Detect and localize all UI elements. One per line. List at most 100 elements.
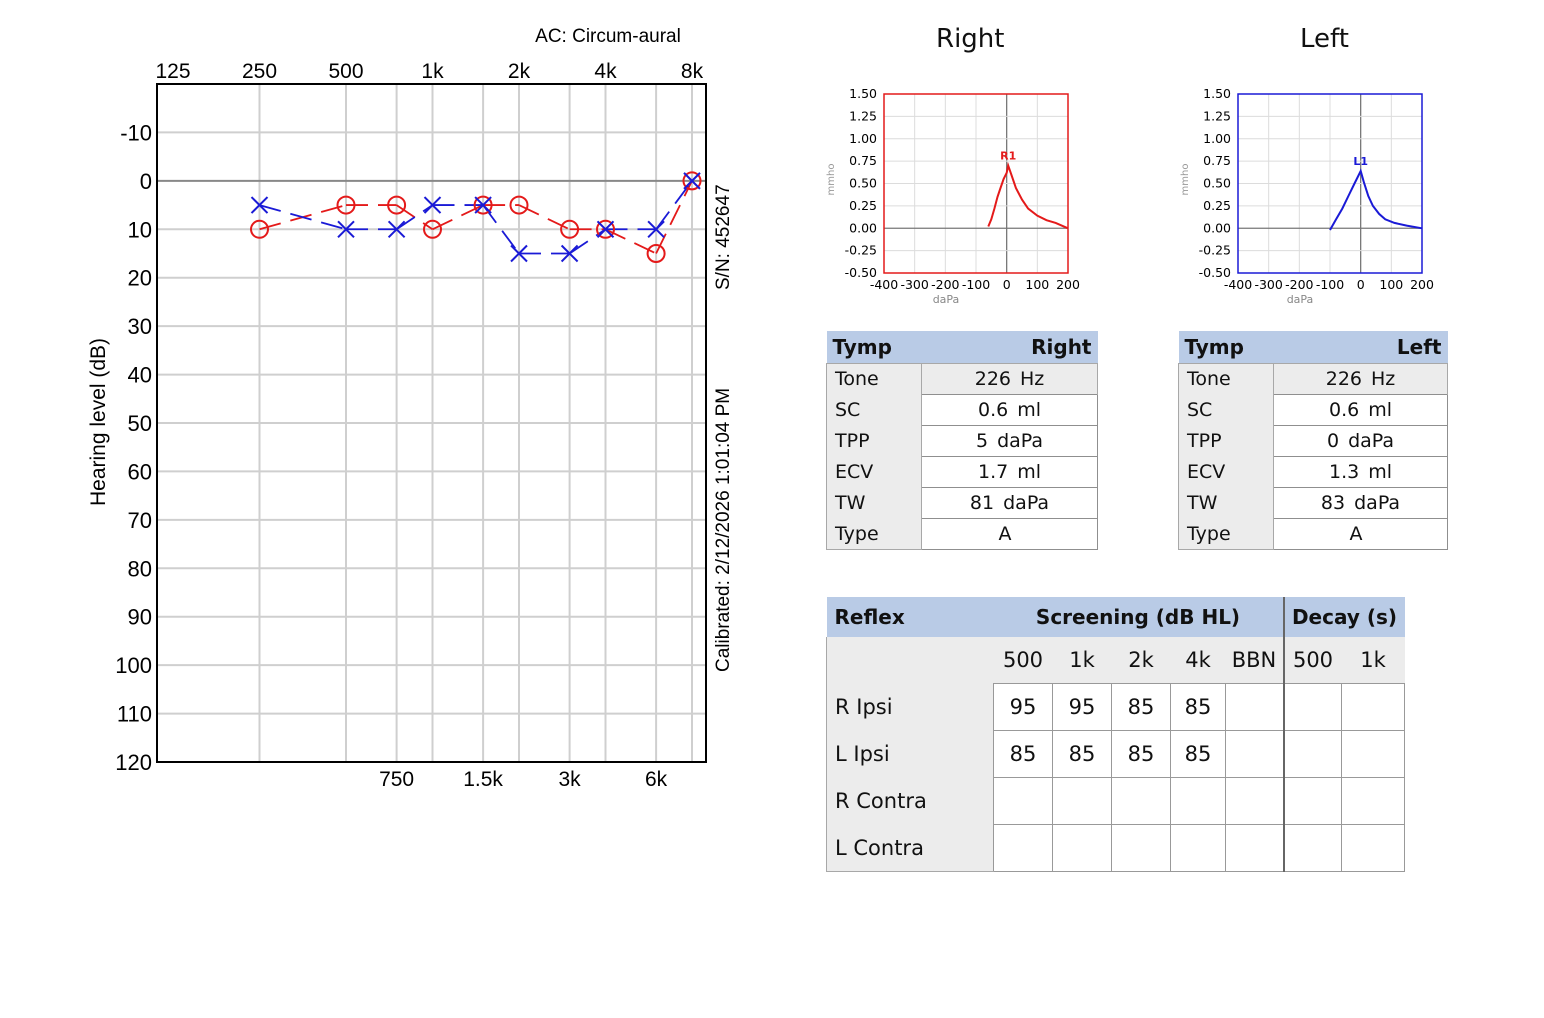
reflex-cell [1341,824,1405,872]
tymp-row-label: TPP [1178,425,1274,457]
reflex-cell [1283,824,1342,872]
tymp-x-tick-label: 200 [1410,277,1434,292]
reflex-row: R Ipsi 95 95 85 85 [826,683,1405,731]
tymp-y-tick-label: 0.25 [849,198,877,213]
tymp-row-label: TW [1178,487,1274,519]
tymp-value: 0 [1326,430,1340,452]
tymp-x-tick-label: 200 [1056,277,1080,292]
reflex-cell [1111,777,1171,825]
tymp-value: 83 [1320,492,1346,514]
decay-header: Decay (s) [1283,597,1405,637]
tymp-header: Tymp [1178,331,1274,364]
reflex-cell [1341,683,1405,731]
tymp-x-tick-label: 0 [1357,277,1365,292]
tymp-y-axis-label: mmho [826,164,837,196]
x-tick-label-bottom: 1.5k [463,768,503,791]
tymp-row-type: Type A [1178,518,1448,550]
tymp-unit: daPa [1348,430,1395,452]
tymp-row-label: Tone [1178,363,1274,395]
reflex-column-header-row: 500 1k 2k 4k BBN 500 1k [826,637,1405,684]
tymp-x-tick-label: 100 [1379,277,1403,292]
reflex-cell [1341,730,1405,778]
y-tick-label: 120 [115,750,152,775]
y-tick-label: -10 [120,120,152,145]
tymp-y-tick-label: 1.50 [849,86,877,101]
tymp-row-value: 226 Hz [921,363,1098,395]
marker-left-cross [423,196,442,214]
tymp-x-tick-label: -300 [1254,277,1282,292]
series-line-left [569,228,607,255]
tymp-frame [1237,93,1423,274]
x-tick-label-bottom: 3k [559,768,582,791]
y-tick-label: 40 [128,363,152,388]
reflex-cell [1170,777,1226,825]
tymp-x-tick-label: -400 [870,277,898,292]
tymp-row-tone: Tone 226 Hz [826,363,1098,395]
tymp-right-table: Tymp Right Tone 226 Hz SC 0.6 ml TPP 5 daPa ECV 1.… [826,331,1098,550]
x-tick-label-top: 500 [328,60,363,83]
tymp-y-tick-label: 1.50 [1203,86,1231,101]
tymp-row-label: TW [826,487,922,519]
marker-right-circle [560,219,580,239]
tymp-unit: daPa [1354,492,1401,514]
marker-right-circle [336,195,356,215]
tymp-side: Right [921,331,1098,364]
reflex-cell [993,824,1053,872]
tymp-y-tick-label: 0.75 [849,153,877,168]
tymp-left-title: Left [1300,24,1349,54]
tymp-y-tick-label: 1.00 [849,131,877,146]
tymp-curve [987,161,1069,230]
reflex-cell [1052,824,1112,872]
tymp-row-tpp: TPP 0 daPa [1178,425,1448,457]
tymp-row-label: SC [1178,394,1274,426]
audiogram-grid [157,84,706,763]
reflex-col-header: 500 [1283,637,1342,684]
tymp-row-value: 81 daPa [921,487,1098,519]
marker-right-circle [387,195,407,215]
tymp-right-chart: -400 -300 -200 -100 0 100 200 1.50 1.25 1.00 0.75 0… [826,86,1080,306]
marker-left-cross [337,220,355,238]
tymp-x-tick-label: 0 [1003,277,1011,292]
y-tick-label: 110 [117,702,152,727]
reflex-cell [1225,683,1285,731]
y-tick-label: 30 [128,314,152,339]
screening-header: Screening (dB HL) [993,597,1285,637]
tymp-x-tick-label: -400 [1224,277,1252,292]
tymp-row-tpp: TPP 5 daPa [826,425,1098,457]
audiogram-header: AC: Circum-aural [535,26,681,47]
tymp-side: Left [1273,331,1448,364]
tymp-row-type: Type A [826,518,1098,550]
reflex-row-label: L Contra [826,824,994,872]
tymp-row-label: ECV [826,456,922,488]
tymp-unit: daPa [997,430,1044,452]
tymp-row-value: 83 daPa [1273,487,1448,519]
tymp-row-value: 1.3 ml [1273,456,1448,488]
tymp-row-sc: SC 0.6 ml [1178,394,1448,426]
tymp-x-tick-label: -100 [1316,277,1344,292]
y-tick-label: 50 [128,411,152,436]
series-line-left [396,204,434,231]
marker-left-cross [596,220,615,238]
reflex-col-header: 500 [993,637,1053,684]
audiogram-frame [156,83,707,763]
tymp-x-tick-label: -200 [931,277,959,292]
tymp-y-tick-label: 1.25 [849,108,877,123]
y-tick-label: 60 [128,459,152,484]
tymp-y-tick-label: -0.50 [845,265,877,280]
series-line-left [655,180,693,230]
series-line-left [482,204,520,255]
tymp-y-tick-label: 0.00 [1203,220,1231,235]
audiogram-markers [250,171,702,263]
tymp-value: 0.6 [1328,399,1360,421]
tymp-row-value: A [1273,518,1448,550]
tymp-left-chart: -400 -300 -200 -100 0 100 200 1.50 1.25 1.00 0.75 0… [1180,86,1434,306]
reflex-cell: 85 [1111,683,1171,731]
x-tick-label-top: 250 [242,60,277,83]
series-line-left [259,204,347,231]
reflex-row-label: L Ipsi [826,730,994,778]
x-tick-label-bottom: 750 [379,768,414,791]
tymp-y-tick-label: 0.75 [1203,153,1231,168]
tymp-row-ecv: ECV 1.3 ml [1178,456,1448,488]
reflex-cell [1225,777,1285,825]
marker-left-cross [474,196,492,214]
